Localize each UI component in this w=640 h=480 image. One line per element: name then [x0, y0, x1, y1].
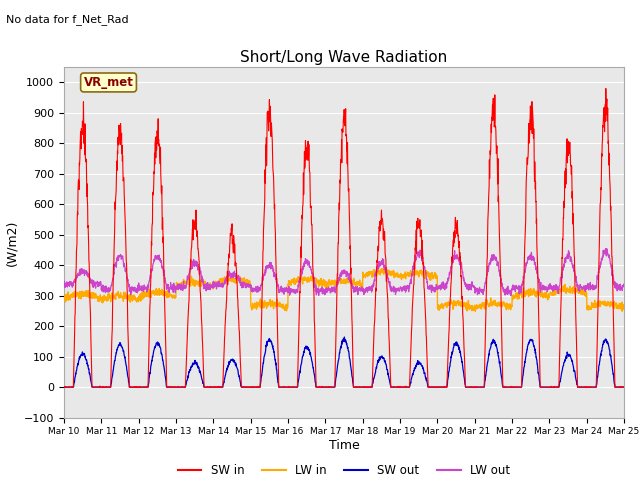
Text: VR_met: VR_met [84, 76, 134, 89]
Legend: SW in, LW in, SW out, LW out: SW in, LW in, SW out, LW out [173, 459, 515, 480]
Y-axis label: (W/m2): (W/m2) [5, 219, 19, 265]
Title: Short/Long Wave Radiation: Short/Long Wave Radiation [241, 49, 447, 65]
X-axis label: Time: Time [328, 439, 360, 452]
Text: No data for f_Net_Rad: No data for f_Net_Rad [6, 14, 129, 25]
